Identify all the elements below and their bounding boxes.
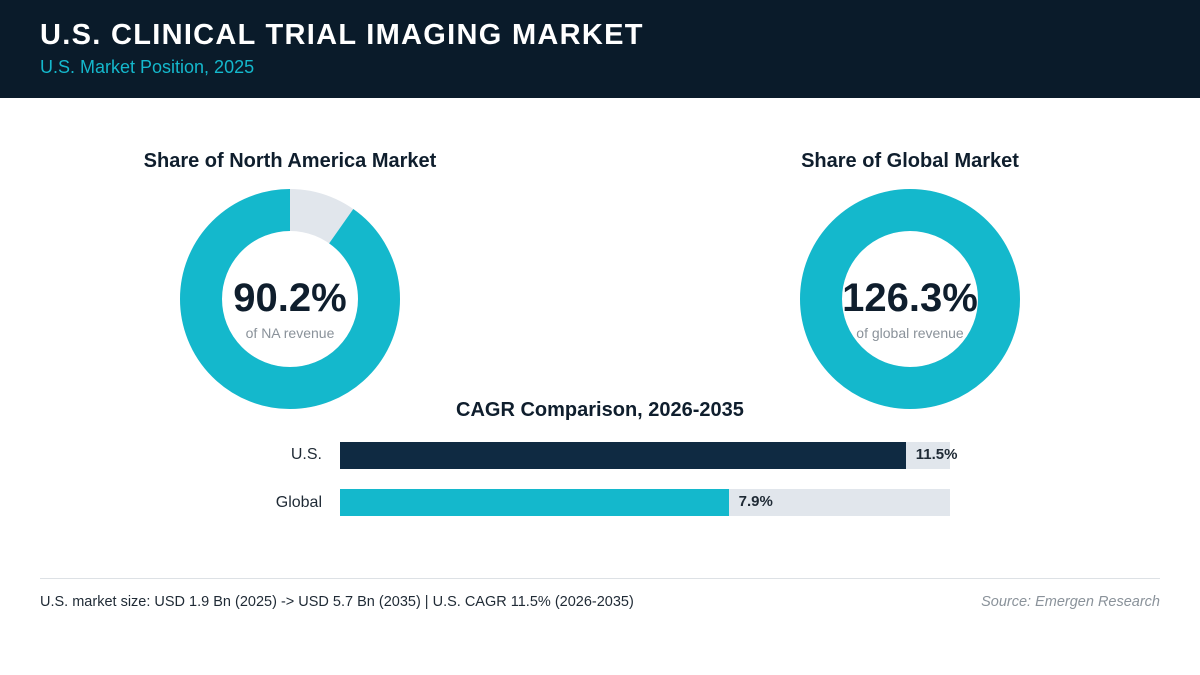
na-donut-title: Share of North America Market (143, 150, 437, 172)
global-share-donut-chart: Share of Global Market 126.3% of global … (730, 150, 1090, 412)
na-donut-value: 90.2% (233, 276, 347, 320)
bar-track-us: 11.5% (340, 442, 957, 469)
global-donut-share-arc (800, 189, 1020, 409)
na-donut-share-arc (180, 189, 400, 409)
na-share-donut-chart: Share of North America Market 90.2% of N… (110, 150, 470, 412)
bar-label-us: U.S. (290, 446, 322, 463)
bar-us (340, 442, 906, 469)
bar-global (340, 489, 729, 516)
page-subtitle: U.S. Market Position, 2025 (40, 57, 255, 77)
page-title: U.S. CLINICAL TRIAL IMAGING MARKET (40, 19, 644, 51)
na-donut-caption: of NA revenue (245, 325, 335, 341)
bar-track-global: 7.9% (340, 489, 950, 516)
footer-note: U.S. market size: USD 1.9 Bn (2025) -> U… (40, 594, 634, 610)
global-donut-graphic (800, 189, 1020, 409)
header-banner: U.S. CLINICAL TRIAL IMAGING MARKET U.S. … (0, 0, 1200, 98)
bar-value-us: 11.5% (915, 446, 958, 463)
footer-source: Source: Emergen Research (981, 594, 1160, 610)
global-donut-value: 126.3% (842, 276, 978, 320)
bar-label-global: Global (275, 494, 322, 511)
bar-value-global: 7.9% (738, 493, 773, 510)
na-donut-graphic (180, 189, 400, 409)
global-donut-caption: of global revenue (856, 325, 964, 341)
global-donut-title: Share of Global Market (801, 150, 1019, 172)
cagr-chart-title: CAGR Comparison, 2026-2035 (456, 399, 744, 421)
footer-divider (40, 578, 1160, 579)
